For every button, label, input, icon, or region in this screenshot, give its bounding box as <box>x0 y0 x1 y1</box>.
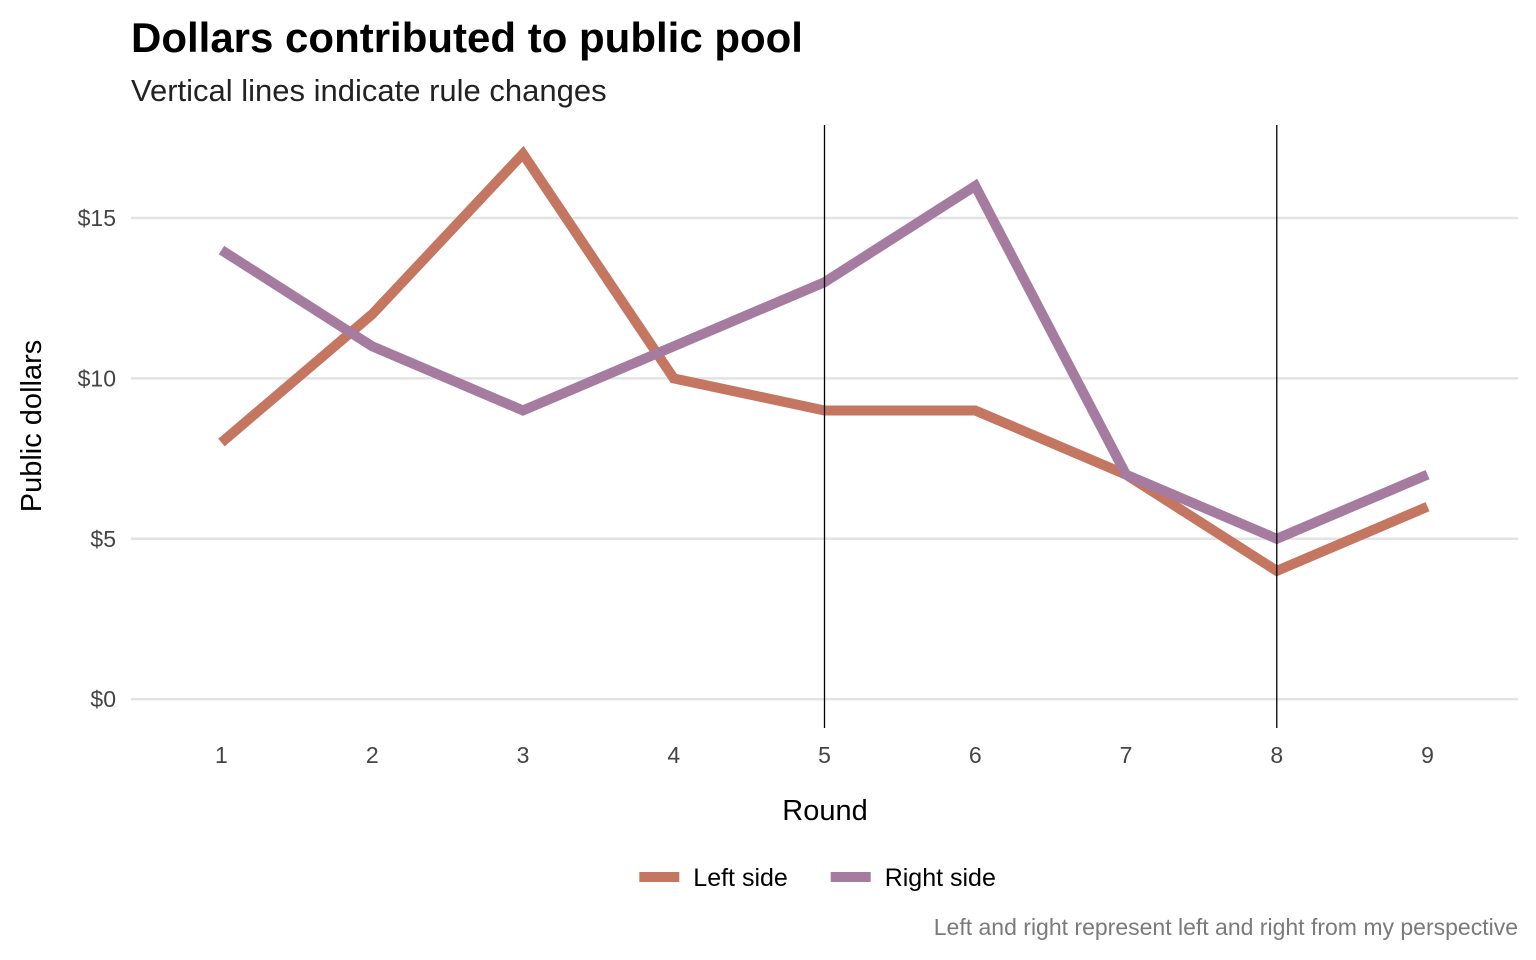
x-tick-label: 1 <box>215 742 228 768</box>
legend-label: Left side <box>693 864 788 892</box>
x-tick-label: 6 <box>969 742 982 768</box>
x-axis-title: Round <box>782 795 867 827</box>
x-tick-label: 7 <box>1120 742 1133 768</box>
x-tick-label: 9 <box>1421 742 1434 768</box>
chart-title: Dollars contributed to public pool <box>131 14 803 61</box>
x-tick-label: 3 <box>517 742 530 768</box>
chart-subtitle: Vertical lines indicate rule changes <box>131 73 607 108</box>
y-tick-label: $15 <box>78 205 116 231</box>
legend: Left side Right side <box>639 864 996 892</box>
y-tick-label: $10 <box>78 365 116 391</box>
y-tick-label: $5 <box>90 526 116 552</box>
x-tick-label: 2 <box>366 742 379 768</box>
rule-change-lines <box>823 125 1278 728</box>
x-tick-label: 8 <box>1270 742 1283 768</box>
legend-label: Right side <box>885 864 996 892</box>
x-tick-label: 4 <box>667 742 680 768</box>
chart-caption: Left and right represent left and right … <box>934 914 1518 940</box>
y-axis-title: Public dollars <box>16 340 48 512</box>
y-axis-ticks: $0 $5 $10 $15 <box>78 205 116 712</box>
x-axis-ticks: 1 2 3 4 5 6 7 8 9 <box>215 742 1434 768</box>
x-tick-label: 5 <box>818 742 831 768</box>
y-tick-label: $0 <box>90 686 116 712</box>
